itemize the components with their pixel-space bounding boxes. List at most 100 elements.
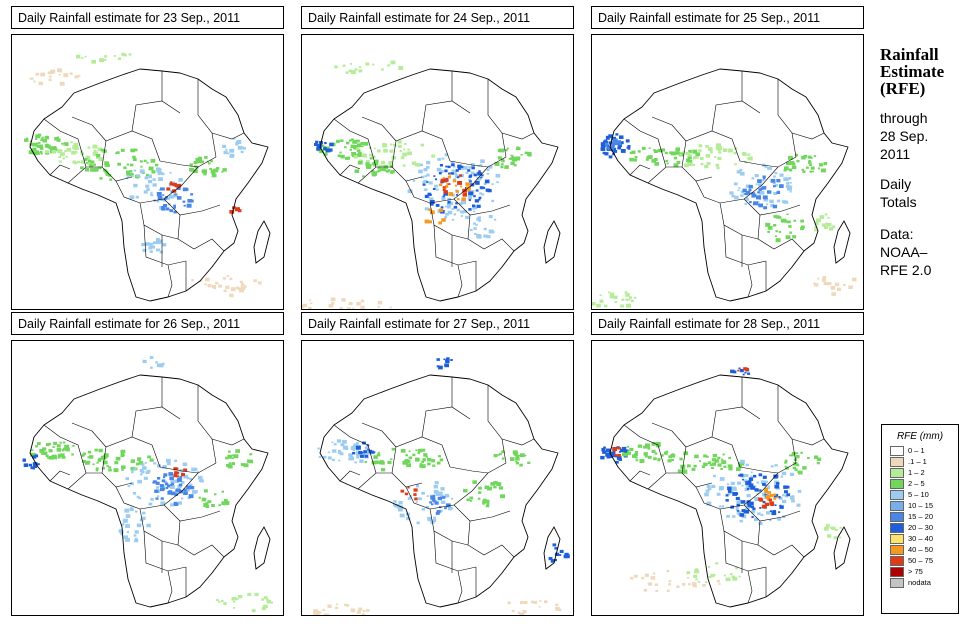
rain-cell xyxy=(172,182,177,187)
rain-cell xyxy=(507,147,509,150)
rain-cell xyxy=(422,183,426,186)
rain-cell xyxy=(673,454,676,457)
rain-cell xyxy=(446,357,450,361)
rain-cell xyxy=(213,168,219,173)
rain-cell xyxy=(767,491,772,494)
rain-cell xyxy=(626,146,629,149)
rain-cell xyxy=(731,486,736,490)
rain-cell xyxy=(439,170,444,173)
country-border xyxy=(211,132,245,140)
rain-cell xyxy=(130,175,134,178)
rain-cell xyxy=(381,468,386,472)
rain-cell xyxy=(138,497,142,500)
rain-cell xyxy=(453,178,456,181)
rain-cell xyxy=(147,455,151,459)
rain-cell xyxy=(140,165,143,168)
rainfall-map xyxy=(591,34,864,310)
country-border xyxy=(115,472,199,510)
rain-cell xyxy=(519,463,523,467)
country-border xyxy=(647,472,713,490)
rain-cell xyxy=(469,496,474,500)
rain-cell xyxy=(769,510,772,513)
legend-title: RFE (mm) xyxy=(896,431,944,442)
rain-cell xyxy=(830,285,836,290)
rain-cell xyxy=(134,539,139,543)
rain-cell xyxy=(34,138,38,140)
rain-cell xyxy=(407,189,413,194)
rain-cell xyxy=(471,163,475,167)
rain-cell xyxy=(612,141,616,145)
rain-cell xyxy=(695,156,699,159)
rain-cell xyxy=(796,159,800,163)
rain-cell xyxy=(150,366,153,369)
rain-cell xyxy=(188,494,194,499)
rain-cell xyxy=(460,165,464,168)
rain-cell xyxy=(675,147,680,151)
country-border xyxy=(723,530,767,572)
rain-cell xyxy=(170,485,175,489)
country-border xyxy=(115,166,199,204)
rain-cell xyxy=(377,166,381,170)
rain-cell xyxy=(789,190,792,193)
legend-swatch xyxy=(890,567,904,577)
rain-cell xyxy=(369,147,372,149)
rainfall-map xyxy=(11,340,284,616)
rain-cell xyxy=(98,448,103,453)
rain-cell xyxy=(722,148,728,152)
rain-cell xyxy=(761,186,767,190)
rain-cell xyxy=(736,170,741,174)
rain-cell xyxy=(510,154,513,157)
rain-cell xyxy=(599,294,602,297)
rain-cell xyxy=(816,218,821,223)
legend-item: > 75 xyxy=(890,566,958,577)
rain-cell xyxy=(442,496,446,499)
country-border xyxy=(757,214,805,252)
rain-cell xyxy=(694,454,699,459)
rain-cell xyxy=(238,594,243,599)
rain-cell xyxy=(823,282,828,286)
rain-cell xyxy=(173,206,176,209)
rain-cell xyxy=(695,578,698,581)
country-border xyxy=(143,224,187,266)
rain-cell xyxy=(47,457,50,459)
rain-cell xyxy=(388,160,393,165)
rain-cell xyxy=(93,149,97,152)
rain-cell xyxy=(84,460,90,465)
rain-cell xyxy=(442,188,446,192)
rain-cell xyxy=(183,491,188,495)
rain-cell xyxy=(843,284,846,287)
rain-cell xyxy=(679,153,682,156)
rain-cell xyxy=(351,154,356,157)
rain-cell xyxy=(222,144,227,148)
rain-cell xyxy=(389,150,392,152)
rain-cell xyxy=(447,175,451,179)
rain-cell xyxy=(42,447,47,451)
rain-cell xyxy=(420,143,424,147)
rain-cell xyxy=(57,68,62,72)
rain-cell xyxy=(744,192,749,196)
rain-cell xyxy=(447,507,452,511)
rain-cell xyxy=(451,163,455,167)
rain-cell xyxy=(764,493,767,496)
rain-cell xyxy=(121,469,124,471)
rain-cell xyxy=(40,152,43,155)
rain-cell xyxy=(427,462,431,466)
rain-cell xyxy=(716,166,720,170)
rain-cell xyxy=(128,53,132,56)
rain-cell xyxy=(459,166,464,171)
rain-cell xyxy=(468,199,471,201)
rain-cell xyxy=(618,458,622,461)
rain-cell xyxy=(768,485,771,487)
rain-cell xyxy=(150,158,156,163)
rain-cell xyxy=(762,483,766,486)
rain-cell xyxy=(376,149,381,153)
rain-cell xyxy=(448,183,451,185)
rain-cell xyxy=(424,188,428,191)
rain-cell xyxy=(399,149,403,152)
rain-cell xyxy=(155,237,160,242)
rain-cell xyxy=(442,195,445,198)
rain-cell xyxy=(482,498,487,502)
rain-cell xyxy=(156,192,162,196)
rain-cell xyxy=(152,480,157,484)
rain-cell xyxy=(229,148,235,153)
